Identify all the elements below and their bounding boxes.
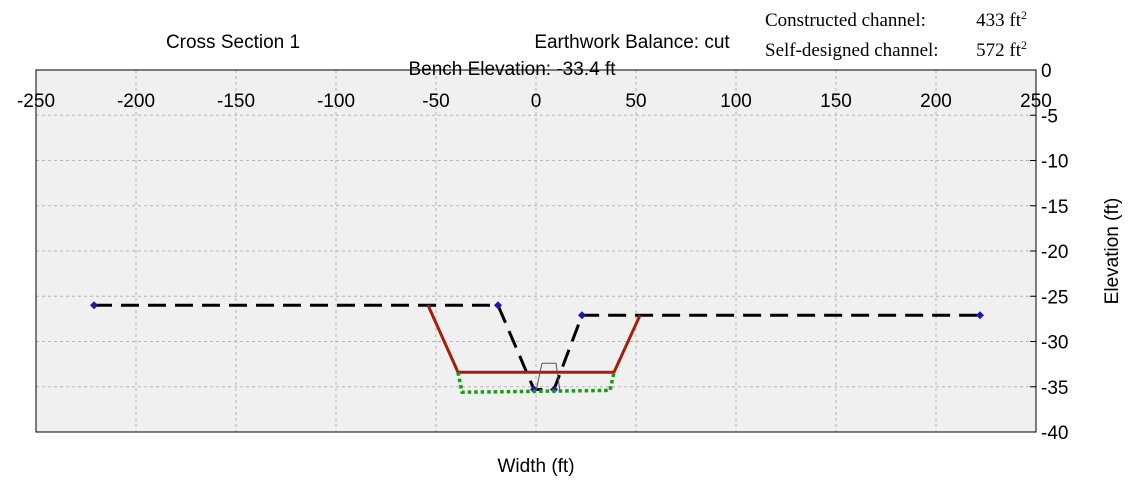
y-tick-label: 0 <box>1041 61 1052 82</box>
y-axis-label: Elevation (ft) <box>1102 198 1123 305</box>
x-axis-label: Width (ft) <box>497 456 574 477</box>
y-tick-label: -20 <box>1041 242 1068 263</box>
x-tick-label: 250 <box>1020 91 1052 112</box>
series-line-0 <box>94 303 980 391</box>
series-group <box>90 301 984 394</box>
x-tick-label: -250 <box>17 91 55 112</box>
x-tick-label: 100 <box>720 91 752 112</box>
y-tick-label: -35 <box>1041 378 1068 399</box>
constructed-channel-label: Constructed channel: <box>765 10 926 31</box>
constructed-channel-value: 433 ft2 <box>976 8 1027 31</box>
x-tick-label: 150 <box>820 91 852 112</box>
series-line-3 <box>535 362 561 392</box>
y-tick-label: -30 <box>1041 333 1068 354</box>
y-tick-label: -10 <box>1041 152 1068 173</box>
grid <box>36 70 1036 432</box>
data-point-marker <box>90 301 98 310</box>
x-tick-label: 50 <box>625 91 646 112</box>
y-tick-label: -15 <box>1041 197 1068 218</box>
data-point-marker <box>976 311 984 320</box>
x-tick-label: 200 <box>920 91 952 112</box>
data-point-marker <box>578 311 586 320</box>
y-axis-ticks: 0 -5 -10 -15 -20 -25 -30 -35 -40 <box>1030 61 1068 444</box>
x-tick-label: 0 <box>531 91 542 112</box>
x-axis-ticks: -250 -200 -150 -100 -50 0 50 100 150 200 250 <box>17 91 1052 112</box>
self-designed-channel-label: Self-designed channel: <box>765 40 939 61</box>
y-tick-label: -5 <box>1041 106 1058 127</box>
x-tick-label: -50 <box>422 91 449 112</box>
y-tick-label: -40 <box>1041 423 1068 444</box>
data-point-marker <box>494 301 502 310</box>
x-tick-label: -150 <box>217 91 255 112</box>
bench-elevation-label: Bench Elevation: -33.4 ft <box>408 59 616 80</box>
series-line-1 <box>426 304 642 374</box>
self-designed-channel-value: 572 ft2 <box>976 38 1027 61</box>
x-tick-label: -200 <box>117 91 155 112</box>
y-tick-label: -25 <box>1041 287 1068 308</box>
x-tick-label: -100 <box>317 91 355 112</box>
earthwork-balance-label: Earthwork Balance: cut <box>534 32 730 53</box>
chart-title: Cross Section 1 <box>166 32 300 53</box>
